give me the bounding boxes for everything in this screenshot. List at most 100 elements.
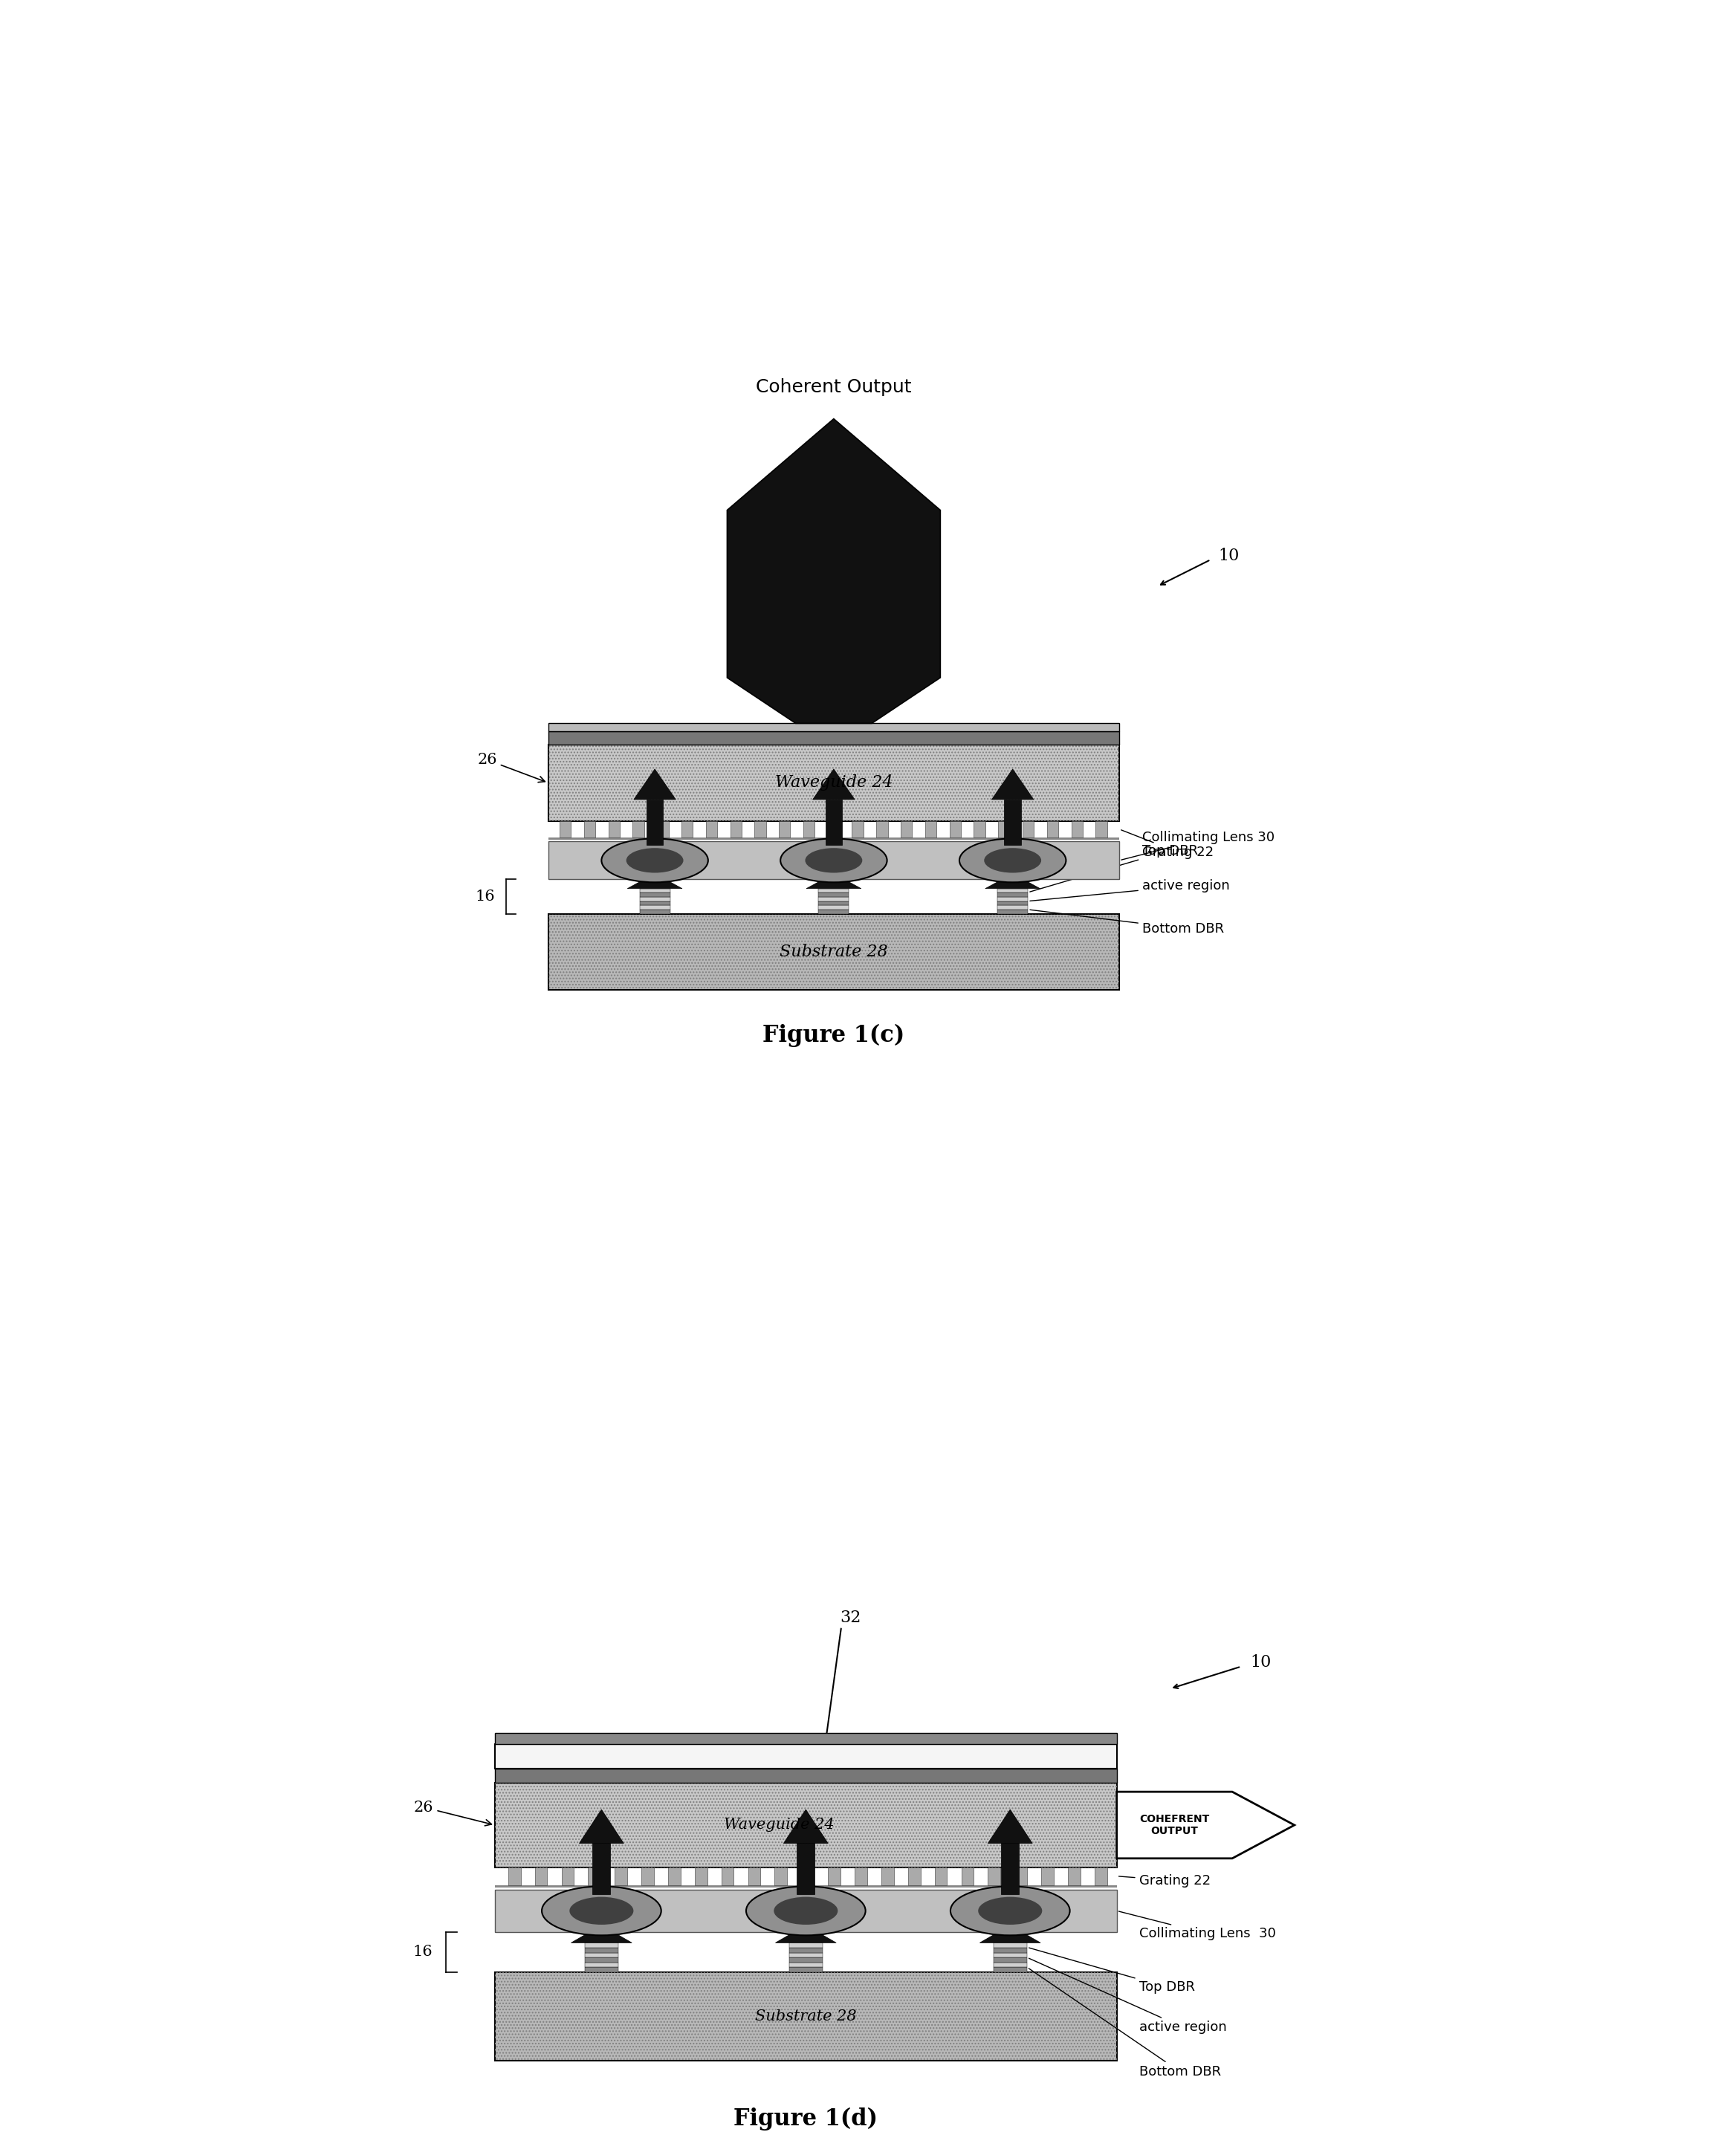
Text: Top DBR: Top DBR — [1029, 844, 1198, 891]
Bar — [639, 906, 670, 910]
Text: Top DBR: Top DBR — [1029, 1949, 1194, 1993]
Bar — [788, 1961, 823, 1968]
Bar — [854, 1868, 866, 1885]
Polygon shape — [580, 1810, 623, 1844]
Bar — [774, 1868, 786, 1885]
Bar — [993, 1949, 1028, 1953]
Ellipse shape — [781, 838, 887, 883]
Bar — [495, 1972, 1116, 2062]
Bar — [818, 898, 849, 902]
Bar — [998, 902, 1028, 906]
Bar — [561, 1868, 575, 1885]
Ellipse shape — [542, 1887, 661, 1936]
Bar — [788, 1968, 823, 1972]
Text: Substrate 28: Substrate 28 — [779, 944, 887, 959]
Polygon shape — [783, 1810, 828, 1844]
Text: 26: 26 — [477, 753, 545, 782]
Bar — [1002, 1844, 1019, 1893]
Bar — [1095, 821, 1108, 838]
Text: Coherent Output: Coherent Output — [755, 377, 911, 397]
Ellipse shape — [984, 849, 1042, 872]
Text: 10: 10 — [1250, 1654, 1271, 1669]
Bar — [549, 723, 1120, 731]
Bar — [818, 906, 849, 910]
Bar — [639, 910, 670, 915]
Bar — [825, 800, 842, 844]
Bar — [583, 821, 595, 838]
Bar — [642, 1868, 654, 1885]
Bar — [925, 821, 936, 838]
Bar — [1047, 821, 1059, 838]
Bar — [646, 800, 663, 844]
Bar — [748, 1868, 760, 1885]
Bar — [993, 1968, 1028, 1972]
Text: 16: 16 — [413, 1944, 432, 1959]
Bar — [495, 1782, 1116, 1868]
Text: Waveguide 24: Waveguide 24 — [724, 1819, 835, 1831]
Bar — [818, 893, 849, 898]
Text: COHEFRENT
OUTPUT: COHEFRENT OUTPUT — [1139, 1814, 1210, 1836]
Bar — [549, 915, 1120, 989]
Bar — [549, 838, 1120, 840]
Bar — [804, 821, 814, 838]
Bar — [788, 1942, 823, 1949]
Text: Collimating Lens 30: Collimating Lens 30 — [1121, 831, 1274, 859]
Ellipse shape — [806, 849, 863, 872]
Bar — [962, 1868, 974, 1885]
Polygon shape — [812, 770, 854, 800]
Bar — [694, 1868, 707, 1885]
Bar — [797, 1844, 814, 1893]
Polygon shape — [988, 1810, 1033, 1844]
Bar — [818, 910, 849, 915]
Bar — [818, 889, 849, 893]
Bar — [1014, 1868, 1028, 1885]
Bar — [668, 1868, 681, 1885]
Bar — [877, 821, 887, 838]
Polygon shape — [991, 770, 1033, 800]
Text: Collimating Lens  30: Collimating Lens 30 — [1118, 1910, 1276, 1940]
Bar — [882, 1868, 894, 1885]
Text: Substrate 28: Substrate 28 — [755, 2010, 856, 2023]
Bar — [1071, 821, 1083, 838]
Bar — [828, 821, 838, 838]
Bar — [615, 1868, 627, 1885]
Bar — [589, 1868, 601, 1885]
Bar — [998, 910, 1028, 915]
Text: active region: active region — [1029, 1959, 1226, 2034]
Text: Waveguide 24: Waveguide 24 — [774, 774, 892, 791]
Text: active region: active region — [1029, 878, 1229, 902]
Text: Bottom DBR: Bottom DBR — [1029, 1968, 1220, 2079]
Text: 26: 26 — [413, 1799, 491, 1825]
Bar — [802, 1868, 814, 1885]
Text: 16: 16 — [476, 889, 495, 904]
Ellipse shape — [627, 849, 684, 872]
Bar — [828, 1868, 840, 1885]
Bar — [509, 1868, 521, 1885]
Bar — [495, 1885, 1116, 1887]
Bar — [495, 1972, 1116, 2062]
Ellipse shape — [774, 1897, 838, 1925]
Polygon shape — [1116, 1791, 1295, 1859]
Text: 10: 10 — [1219, 548, 1240, 565]
Ellipse shape — [601, 838, 708, 883]
Bar — [495, 1782, 1116, 1868]
Ellipse shape — [746, 1887, 866, 1936]
Bar — [585, 1942, 618, 1949]
Polygon shape — [727, 418, 941, 723]
Text: Figure 1(c): Figure 1(c) — [762, 1023, 904, 1047]
Bar — [993, 1953, 1028, 1957]
Bar — [755, 821, 766, 838]
Bar — [731, 821, 741, 838]
Bar — [788, 1949, 823, 1953]
Bar — [608, 821, 620, 838]
Text: Bottom DBR: Bottom DBR — [1029, 910, 1224, 936]
Bar — [974, 821, 986, 838]
Bar — [788, 1957, 823, 1961]
Ellipse shape — [950, 1887, 1069, 1936]
Bar — [852, 821, 863, 838]
Polygon shape — [627, 878, 682, 889]
Bar — [1042, 1868, 1054, 1885]
Bar — [779, 821, 790, 838]
Bar — [682, 821, 693, 838]
Text: Grating 22: Grating 22 — [1118, 1874, 1210, 1887]
